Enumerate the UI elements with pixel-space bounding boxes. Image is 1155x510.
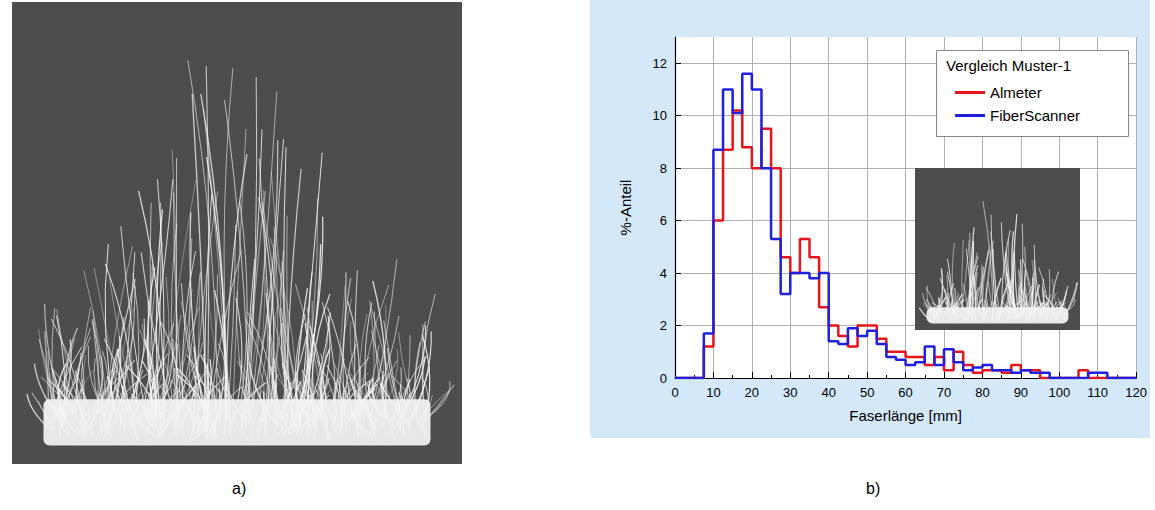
svg-text:Faserlänge [mm]: Faserlänge [mm]: [849, 407, 962, 424]
svg-text:120: 120: [1125, 385, 1147, 400]
svg-text:20: 20: [745, 385, 759, 400]
svg-text:10: 10: [653, 108, 667, 123]
html-text:a): a): [232, 480, 247, 497]
svg-text:6: 6: [660, 213, 667, 228]
svg-text:40: 40: [821, 385, 835, 400]
svg-text:80: 80: [975, 385, 989, 400]
svg-text:FiberScanner: FiberScanner: [990, 107, 1080, 124]
svg-text:2: 2: [660, 318, 667, 333]
svg-text:8: 8: [660, 161, 667, 176]
svg-text:70: 70: [937, 385, 951, 400]
svg-text:50: 50: [860, 385, 874, 400]
svg-text:4: 4: [660, 266, 667, 281]
svg-text:%-Anteil: %-Anteil: [617, 180, 634, 236]
svg-text:30: 30: [783, 385, 797, 400]
svg-text:0: 0: [660, 371, 667, 386]
svg-text:Vergleich Muster-1: Vergleich Muster-1: [946, 57, 1071, 74]
svg-text:90: 90: [1014, 385, 1028, 400]
svg-text:0: 0: [671, 385, 678, 400]
svg-text:10: 10: [706, 385, 720, 400]
svg-text:60: 60: [898, 385, 912, 400]
html-text:b): b): [866, 480, 881, 497]
svg-text:12: 12: [653, 56, 667, 71]
svg-text:100: 100: [1048, 385, 1070, 400]
svg-text:110: 110: [1087, 385, 1108, 400]
svg-text:Almeter: Almeter: [990, 84, 1042, 101]
